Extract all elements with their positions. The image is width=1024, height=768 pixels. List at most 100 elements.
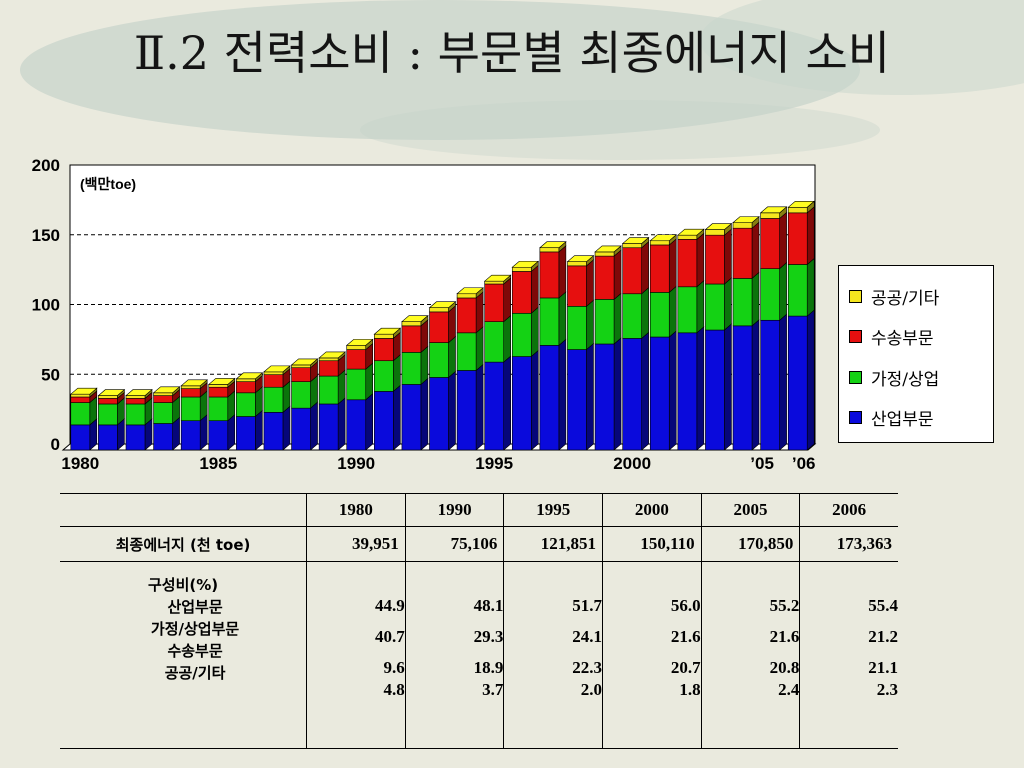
bar-front	[567, 349, 587, 451]
energy-data-table: 1980 1990 1995 2000 2005 2006 최종에너지 (천 t…	[60, 493, 898, 749]
bar-side	[751, 221, 760, 280]
bar-front	[511, 312, 532, 357]
bar-segment	[649, 234, 678, 246]
bar-side	[558, 338, 567, 451]
share-value: 55.2	[769, 596, 800, 615]
bar-segment	[153, 395, 180, 425]
legend-swatch-industry	[849, 411, 862, 425]
legend-swatch-public	[849, 289, 862, 303]
total-value: 121,851	[503, 526, 603, 562]
bar-front	[622, 247, 642, 295]
bar-front	[484, 361, 504, 451]
bar-front	[429, 377, 449, 451]
bar-side	[779, 313, 787, 451]
bar-front	[732, 227, 753, 279]
bar-front	[208, 386, 229, 398]
bar-front	[180, 420, 201, 451]
bar-side	[806, 257, 815, 317]
bar-front	[374, 333, 394, 339]
table-header-blank	[60, 493, 307, 527]
table-header-year: 1995	[503, 493, 603, 527]
bar-top	[428, 301, 457, 309]
bar-segment	[374, 354, 401, 393]
bar-top	[345, 339, 374, 346]
composition-column: 55.2 21.6 20.8 2.4	[700, 561, 800, 749]
bar-front	[456, 370, 477, 451]
composition-labels: 구성비(%) 산업부문 가정/상업부문 수송부문 공공/기타	[60, 561, 307, 749]
bar-front	[236, 378, 256, 382]
share-value: 21.1	[868, 658, 898, 677]
table-row-total: 최종에너지 (천 toe) 39,951 75,106 121,851 150,…	[60, 526, 898, 562]
table-header-year: 2000	[602, 493, 702, 527]
bar-front	[263, 371, 284, 375]
bar-segment	[70, 418, 98, 451]
bar-segment	[290, 358, 319, 369]
bar-front	[622, 243, 642, 249]
bar-side	[613, 337, 622, 451]
composition-label: 구성비(%)	[147, 576, 219, 594]
bar-front	[677, 286, 698, 334]
bar-front	[732, 278, 753, 327]
bar-front	[318, 360, 339, 377]
bar-segment	[98, 397, 125, 426]
bar-front	[429, 311, 449, 343]
bar-segment	[235, 372, 264, 383]
bar-front	[180, 396, 201, 422]
bar-side	[448, 335, 456, 379]
sector-label-residential: 가정/상업부문	[150, 620, 240, 638]
bar-segment	[318, 351, 346, 362]
bar-segment	[236, 409, 263, 451]
share-value: 4.8	[383, 680, 405, 699]
bar-front	[705, 234, 725, 285]
bar-side	[530, 306, 539, 358]
bar-front	[484, 280, 504, 285]
bar-segment	[401, 315, 429, 327]
bar-top	[69, 387, 98, 395]
bar-front	[787, 315, 808, 451]
bar-segment	[511, 264, 539, 314]
y-tick-label: 0	[51, 435, 60, 454]
table-header-row: 1980 1990 1995 2000 2005 2006	[60, 493, 898, 527]
bar-top	[704, 223, 733, 230]
bar-segment	[401, 377, 429, 451]
bar-top	[511, 260, 540, 268]
bar-front	[70, 393, 91, 398]
bar-side	[613, 249, 622, 300]
unit-label: (백만toe)	[80, 176, 136, 192]
share-value: 21.2	[868, 627, 898, 646]
bar-side	[255, 409, 263, 451]
y-tick-label: 200	[32, 156, 60, 175]
bar-side	[393, 384, 401, 451]
bar-segment	[677, 232, 705, 288]
bar-top	[759, 206, 788, 214]
bar-top	[621, 237, 650, 244]
bar-segment	[705, 323, 732, 451]
bar-side	[751, 271, 760, 327]
bar-segment	[677, 326, 705, 451]
share-value: 9.6	[383, 658, 405, 677]
share-value: 2.3	[876, 680, 898, 699]
bar-segment	[539, 241, 567, 253]
bar-front	[429, 342, 449, 378]
bar-front	[208, 384, 229, 388]
share-value: 18.9	[473, 658, 504, 677]
legend-label-transport: 수송부문	[871, 329, 934, 350]
bar-front	[401, 325, 422, 353]
composition-column: 48.1 29.3 18.9 3.7	[404, 561, 504, 749]
bar-side	[282, 405, 291, 451]
bar-front	[208, 420, 229, 451]
bar-side	[365, 362, 374, 401]
bar-segment	[401, 319, 429, 354]
bar-segment	[429, 370, 456, 451]
bar-front	[429, 307, 449, 313]
bar-top	[125, 389, 153, 396]
bar-segment	[69, 387, 98, 398]
legend-label-public: 공공/기타	[871, 288, 940, 309]
bar-front	[346, 368, 367, 401]
y-tick-label: 50	[41, 365, 60, 384]
bar-front	[98, 398, 118, 405]
bar-segment	[787, 309, 815, 451]
composition-column: 44.9 40.7 9.6 4.8	[306, 561, 406, 749]
bar-segment	[456, 326, 484, 372]
